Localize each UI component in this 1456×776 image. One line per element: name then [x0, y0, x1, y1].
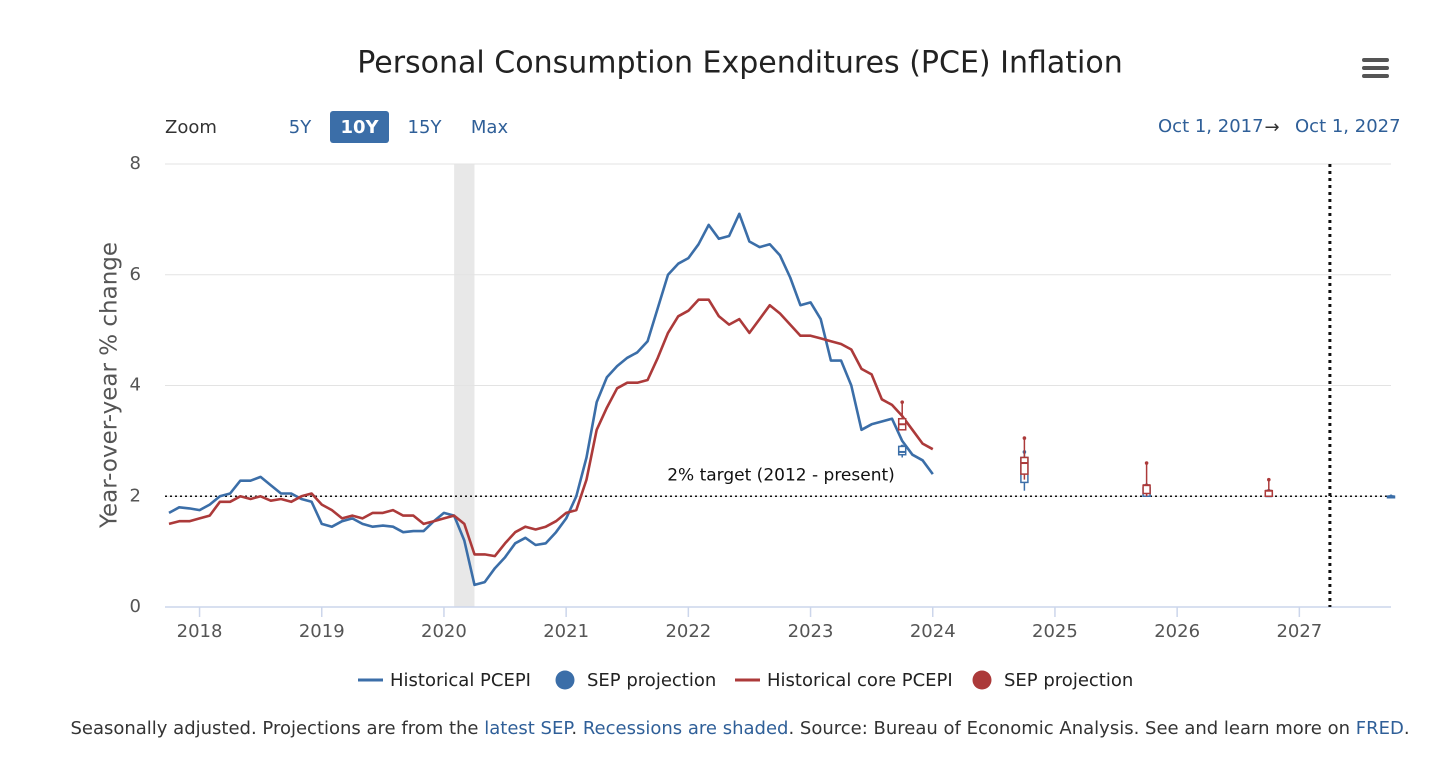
menu-bar: [1362, 66, 1389, 70]
y-tick-label: 8: [130, 153, 141, 174]
footer: Seasonally adjusted. Projections are fro…: [0, 718, 1456, 739]
chart-title: Personal Consumption Expenditures (PCE) …: [357, 46, 1123, 81]
menu-icon[interactable]: [1362, 58, 1389, 78]
box-high-cap: [1144, 461, 1149, 465]
box: [1386, 494, 1396, 499]
box: [1020, 436, 1029, 480]
zoom-button[interactable]: Max: [471, 117, 509, 138]
zoom-button[interactable]: 5Y: [289, 117, 312, 138]
footer-text: . Source: Bureau of Economic Analysis. S…: [788, 718, 1356, 739]
menu-bar: [1362, 58, 1389, 62]
footer-text: .: [571, 718, 583, 739]
legend-label: SEP projection: [587, 670, 716, 691]
box: [897, 444, 907, 458]
legend-label: Historical core PCEPI: [767, 670, 953, 691]
legend-label: SEP projection: [1004, 670, 1133, 691]
range-to[interactable]: Oct 1, 2027: [1295, 116, 1401, 137]
range-arrow: →: [1264, 117, 1279, 138]
box-high-cap: [1022, 436, 1027, 440]
box: [897, 400, 907, 431]
x-tick-label: 2022: [665, 621, 711, 642]
box: [1264, 477, 1274, 497]
box-high-cap: [1267, 477, 1271, 482]
x-tick-label: 2024: [910, 621, 956, 642]
zoom-button[interactable]: 15Y: [408, 117, 443, 138]
y-tick-label: 0: [130, 596, 141, 617]
legend-item[interactable]: Historical core PCEPI: [735, 670, 953, 691]
zoom-button[interactable]: 10Y: [340, 117, 379, 138]
x-tick-label: 2019: [299, 621, 345, 642]
footer-link[interactable]: Recessions are shaded: [582, 718, 789, 739]
footer-text: Seasonally adjusted. Projections are fro…: [70, 718, 485, 739]
y-tick-label: 4: [130, 375, 141, 396]
x-tick-label: 2026: [1154, 621, 1200, 642]
line: [168, 298, 934, 558]
zoom-button-bg: [330, 111, 389, 143]
legend-label: Historical PCEPI: [390, 670, 531, 691]
footer-link[interactable]: latest SEP: [484, 718, 572, 739]
range-from[interactable]: Oct 1, 2017: [1158, 116, 1264, 137]
y-tick-label: 2: [130, 485, 141, 506]
menu-bar: [1362, 74, 1389, 78]
x-tick-label: 2020: [421, 621, 467, 642]
box-body: [1142, 484, 1151, 495]
legend-swatch: [972, 670, 992, 690]
x-tick-label: 2018: [177, 621, 223, 642]
x-tick-label: 2021: [543, 621, 589, 642]
x-tick-label: 2025: [1032, 621, 1078, 642]
legend-item[interactable]: Historical PCEPI: [358, 670, 531, 691]
legend-swatch: [555, 670, 575, 690]
y-tick-label: 6: [130, 264, 141, 285]
target-label: 2% target (2012 - present): [667, 465, 895, 485]
box: [1142, 461, 1151, 497]
x-tick-label: 2023: [788, 621, 834, 642]
legend-item[interactable]: SEP projection: [555, 670, 717, 691]
box-high-cap: [900, 400, 904, 404]
y-axis-title: Year-over-year % change: [97, 242, 123, 529]
legend-item[interactable]: SEP projection: [972, 670, 1134, 691]
footer-link[interactable]: FRED: [1355, 718, 1404, 739]
chart: Personal Consumption Expenditures (PCE) …: [97, 46, 1401, 692]
footer-text: .: [1403, 718, 1410, 739]
box-body: [897, 445, 907, 456]
zoom-label: Zoom: [165, 117, 217, 138]
box-body: [1020, 456, 1029, 475]
line: [168, 212, 934, 587]
x-tick-label: 2027: [1276, 621, 1322, 642]
